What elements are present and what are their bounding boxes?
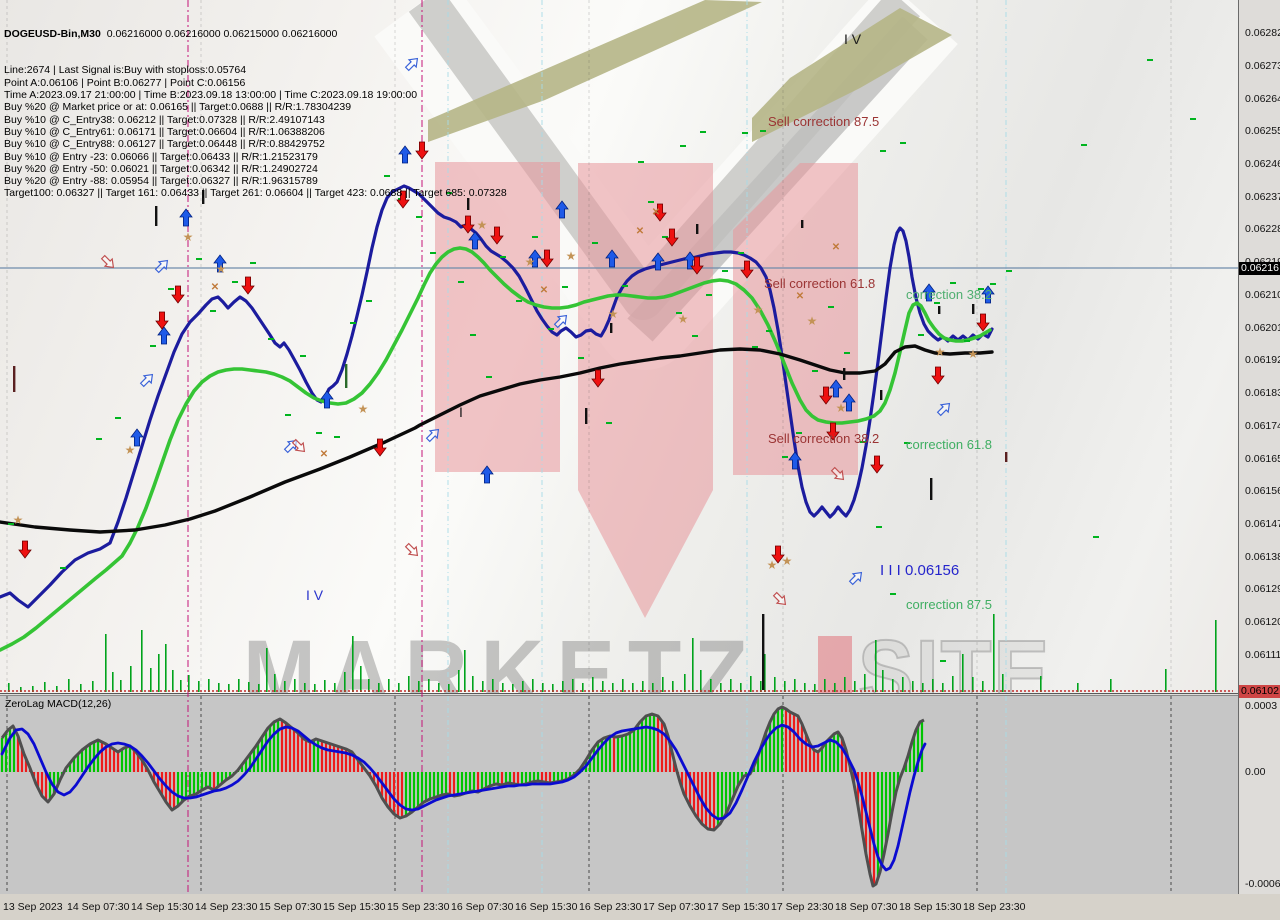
info-line: Buy %10 @ Entry -23: 0.06066 || Target:0… <box>4 150 318 163</box>
time-axis-label: 18 Sep 15:30 <box>899 901 962 913</box>
macd-axis-label: 0.0003 <box>1245 700 1278 712</box>
time-axis-label: 17 Sep 23:30 <box>771 901 834 913</box>
info-line: Target100: 0.06327 || Target 161: 0.0643… <box>4 187 507 200</box>
info-line: Buy %10 @ C_Entry61: 0.06171 || Target:0… <box>4 125 325 138</box>
signal-info-panel: DOGEUSD-Bin,M30 0.06216000 0.06216000 0.… <box>4 3 507 200</box>
time-axis-label: 15 Sep 07:30 <box>259 901 322 913</box>
time-axis-label: 17 Sep 07:30 <box>643 901 706 913</box>
price-axis-label: 0.06192 <box>1245 354 1280 366</box>
info-line: Time A:2023.09.17 21:00:00 | Time B:2023… <box>4 89 418 102</box>
symbol-title: DOGEUSD-Bin,M30 <box>4 27 101 40</box>
price-axis-label: 0.06264 <box>1245 93 1280 105</box>
price-axis-label: 0.06201 <box>1245 322 1280 334</box>
price-axis-label: 0.06120 <box>1245 616 1280 628</box>
chart-annotation: I <box>459 404 463 420</box>
chart-annotation: Sell correction 61.8 <box>764 276 876 291</box>
price-axis-label: 0.06273 <box>1245 60 1280 72</box>
price-axis-label: 0.06174 <box>1245 420 1280 432</box>
macd-axis-label: 0.00 <box>1245 766 1266 778</box>
price-axis-label: 0.06237 <box>1245 191 1280 203</box>
price-axis-label: 0.06228 <box>1245 223 1280 235</box>
alert-price-tag: 0.06102 <box>1239 684 1280 698</box>
price-axis-label: 0.06255 <box>1245 125 1280 137</box>
chart-annotation: correction 61.8 <box>906 437 992 452</box>
chart-annotation: I V <box>306 587 324 603</box>
info-line: Point A:0.06106 | Point B:0.06277 | Poin… <box>4 76 246 89</box>
price-axis-label: 0.06165 <box>1245 453 1280 465</box>
symbol-ohlc-line: DOGEUSD-Bin,M30 0.06216000 0.06216000 0.… <box>4 28 507 40</box>
price-axis-label: 0.06282 <box>1245 27 1280 39</box>
time-axis-label: 16 Sep 07:30 <box>451 901 514 913</box>
chart-annotation: correction 38.2 <box>906 287 992 302</box>
time-axis-label: 17 Sep 15:30 <box>707 901 770 913</box>
price-axis-label: 0.06129 <box>1245 583 1280 595</box>
info-line: Buy %20 @ Entry -50: 0.06021 || Target:0… <box>4 162 318 175</box>
time-axis-label: 14 Sep 07:30 <box>67 901 130 913</box>
price-axis-label: 0.06138 <box>1245 551 1280 563</box>
current-price-tag: 0.06216 <box>1239 261 1280 275</box>
info-line: Buy %10 @ C_Entry88: 0.06127 || Target:0… <box>4 138 325 151</box>
price-axis[interactable] <box>1238 0 1280 894</box>
time-axis-label: 16 Sep 15:30 <box>515 901 578 913</box>
time-axis-label: 15 Sep 15:30 <box>323 901 386 913</box>
time-axis-label: 16 Sep 23:30 <box>579 901 642 913</box>
time-axis[interactable] <box>0 894 1280 920</box>
watermark-text-right: SITE <box>857 620 1051 693</box>
info-line: Buy %10 @ C_Entry38: 0.06212 || Target:0… <box>4 113 325 126</box>
time-axis-label: 13 Sep 2023 <box>3 901 63 913</box>
watermark-pink-block <box>818 636 852 693</box>
info-line: Line:2674 | Last Signal is:Buy with stop… <box>4 64 247 77</box>
price-axis-label: 0.06156 <box>1245 485 1280 497</box>
watermark-text-left: MARKETZ <box>243 621 761 693</box>
chart-annotation: I I I 0.06156 <box>880 562 960 579</box>
time-axis-label: 18 Sep 23:30 <box>963 901 1026 913</box>
chart-annotation: Sell correction 87.5 <box>768 114 880 129</box>
time-axis-label: 18 Sep 07:30 <box>835 901 898 913</box>
time-axis-label: 14 Sep 23:30 <box>195 901 258 913</box>
price-axis-label: 0.06210 <box>1245 289 1280 301</box>
info-line: Buy %20 @ Entry -88: 0.05954 || Target:0… <box>4 175 318 188</box>
price-axis-label: 0.06147 <box>1245 518 1280 530</box>
info-line: Buy %20 @ Market price or at: 0.06165 ||… <box>4 101 352 114</box>
price-axis-label: 0.06246 <box>1245 158 1280 170</box>
indicator-label: ZeroLag MACD(12,26) <box>5 698 112 710</box>
time-axis-label: 14 Sep 15:30 <box>131 901 194 913</box>
price-axis-label: 0.06183 <box>1245 387 1280 399</box>
price-axis-label: 0.06111 <box>1245 649 1280 661</box>
ohlc-values: 0.06216000 0.06216000 0.06215000 0.06216… <box>106 27 338 40</box>
macd-axis-label: -0.0006 <box>1245 878 1280 890</box>
chart-annotation: Sell correction 38.2 <box>768 431 880 446</box>
chart-annotation: I V <box>844 31 862 47</box>
watermark: MARKETZ SITE <box>0 614 1238 693</box>
macd-indicator-pane[interactable] <box>0 695 1238 895</box>
chart-annotation: correction 87.5 <box>906 597 992 612</box>
time-axis-label: 15 Sep 23:30 <box>387 901 450 913</box>
